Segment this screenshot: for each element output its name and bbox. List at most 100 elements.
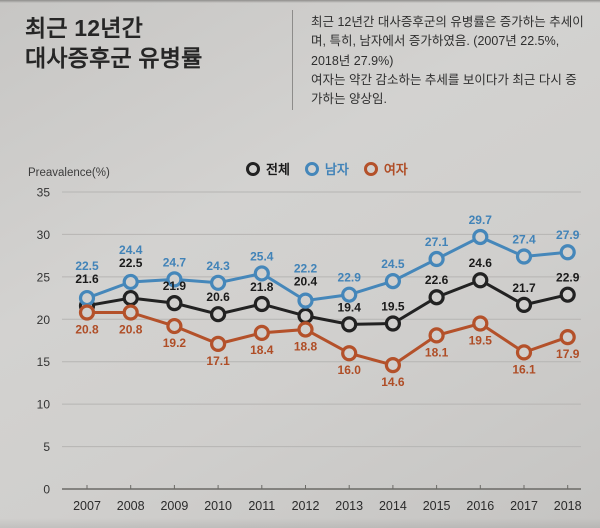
page-title-line1: 최근 12년간 [25,15,144,41]
male-marker-icon [297,292,314,309]
series-female-value-labels: 20.8 20.8 19.2 17.1 18.4 18.8 16.0 14.6 18.1 19.5… [75,322,579,389]
x-tick-label: 2014 [379,499,407,513]
female-ring-marker-icon [363,161,378,176]
male-value-label: 24.4 [119,243,143,257]
series-male [78,228,576,309]
female-value-label: 20.8 [119,322,143,336]
female-marker-icon [122,304,139,321]
total-value-label: 22.6 [425,273,449,287]
female-value-label: 19.2 [163,336,187,350]
female-marker-icon [78,304,96,321]
page-top-edge [0,0,600,3]
female-value-label: 18.1 [425,345,449,359]
male-marker-icon [428,250,445,268]
y-tick-label: 20 [37,313,51,327]
female-value-label: 17.9 [556,347,580,361]
male-marker-icon [253,265,270,282]
y-tick-label: 35 [37,185,51,199]
male-value-label: 27.1 [425,235,449,249]
male-marker-icon [122,273,139,291]
x-tick-label: 2017 [510,499,538,513]
female-value-label: 16.0 [338,363,362,377]
female-value-label: 18.4 [250,343,274,357]
description-paragraph-1: 최근 12년간 대사증후군의 유병률은 증가하는 추세이며, 특히, 남자에서 … [311,15,584,68]
total-value-label: 21.8 [250,280,274,294]
female-marker-icon [341,345,358,362]
male-marker-icon [166,271,183,288]
male-ring-marker-icon [304,161,319,176]
y-tick-label: 10 [37,398,51,412]
female-marker-icon [472,315,489,332]
x-tick-label: 2015 [423,499,451,513]
female-value-label: 17.1 [206,354,230,368]
total-value-label: 21.9 [163,279,187,293]
male-marker-icon [210,274,227,291]
male-value-label: 22.2 [294,262,318,276]
male-marker-icon [515,248,533,265]
gridlines: 0 5 10 15 20 25 30 35 [37,185,581,497]
x-tick-label: 2016 [466,499,494,513]
total-ring-marker-icon [246,161,260,176]
total-value-label: 20.4 [294,275,318,289]
y-axis-title: Preavalence(%) [28,167,110,179]
male-marker-icon [559,244,576,261]
male-value-label: 25.4 [250,249,274,263]
female-marker-icon [559,329,576,346]
female-value-label: 16.1 [512,362,536,376]
male-value-label: 29.7 [469,213,493,227]
total-value-label: 21.6 [75,272,99,286]
male-value-label: 22.5 [75,259,99,273]
female-value-label: 20.8 [75,322,99,336]
female-value-label: 19.5 [469,334,493,348]
x-tick-label: 2012 [292,499,320,513]
female-marker-icon [297,321,314,338]
total-value-label: 19.4 [338,300,362,314]
series-total-value-labels: 21.622.521.920.621.8 20.419.4 19.522.624.6… [75,256,579,314]
y-tick-label: 5 [43,440,50,454]
total-value-label: 19.5 [381,300,405,314]
x-tick-label: 2011 [248,499,275,513]
series-male-value-labels: 22.524.424.7 24.325.422.222.924.527.129.7… [75,213,579,285]
male-marker-icon [472,228,489,246]
page-title-line2: 대사증후군 유병률 [25,45,203,72]
male-marker-icon [78,289,96,307]
total-marker-icon [559,286,576,303]
male-value-label: 22.9 [338,271,362,285]
y-tick-label: 30 [37,228,51,242]
total-marker-icon [253,295,270,313]
series-total [78,272,576,333]
male-marker-icon [341,286,358,303]
female-marker-icon [515,344,533,361]
male-value-label: 27.9 [556,228,580,242]
legend-item-female: 여자 [363,159,408,178]
male-marker-icon [384,272,401,290]
legend-item-total: 전체 [246,159,290,178]
x-axis: 2007 2008 2009 2010 2011 2012 2013 2014 2015 2016… [62,485,582,513]
chart-legend: 전체 남자 여자 [246,159,408,178]
y-tick-label: 0 [43,483,50,497]
page-title: 최근 12년간 대사증후군 유병률 [25,13,202,74]
legend-label-total: 전체 [266,162,290,177]
x-tick-label: 2013 [335,499,363,513]
legend-label-male: 남자 [324,162,349,177]
total-marker-icon [210,306,227,323]
header-divider [292,10,293,110]
chart-description: 최근 12년간 대사증후군의 유병률은 증가하는 추세이며, 특히, 남자에서 … [311,13,587,109]
x-tick-label: 2018 [554,499,582,513]
x-tick-label: 2010 [204,499,232,513]
legend-item-male: 남자 [304,159,349,178]
male-value-label: 24.5 [381,257,405,271]
total-value-label: 20.6 [206,290,230,304]
total-marker-icon [428,289,445,306]
female-marker-icon [428,327,445,344]
page-bottom-shade [0,518,600,528]
description-paragraph-2: 여자는 약간 감소하는 추세를 보이다가 최근 다시 증가하는 양상임. [311,72,577,106]
x-tick-label: 2007 [73,499,101,513]
total-marker-icon [472,272,489,289]
total-value-label: 22.5 [119,256,143,270]
total-value-label: 22.9 [556,271,580,285]
y-tick-label: 25 [37,270,51,284]
total-marker-icon [166,295,183,312]
